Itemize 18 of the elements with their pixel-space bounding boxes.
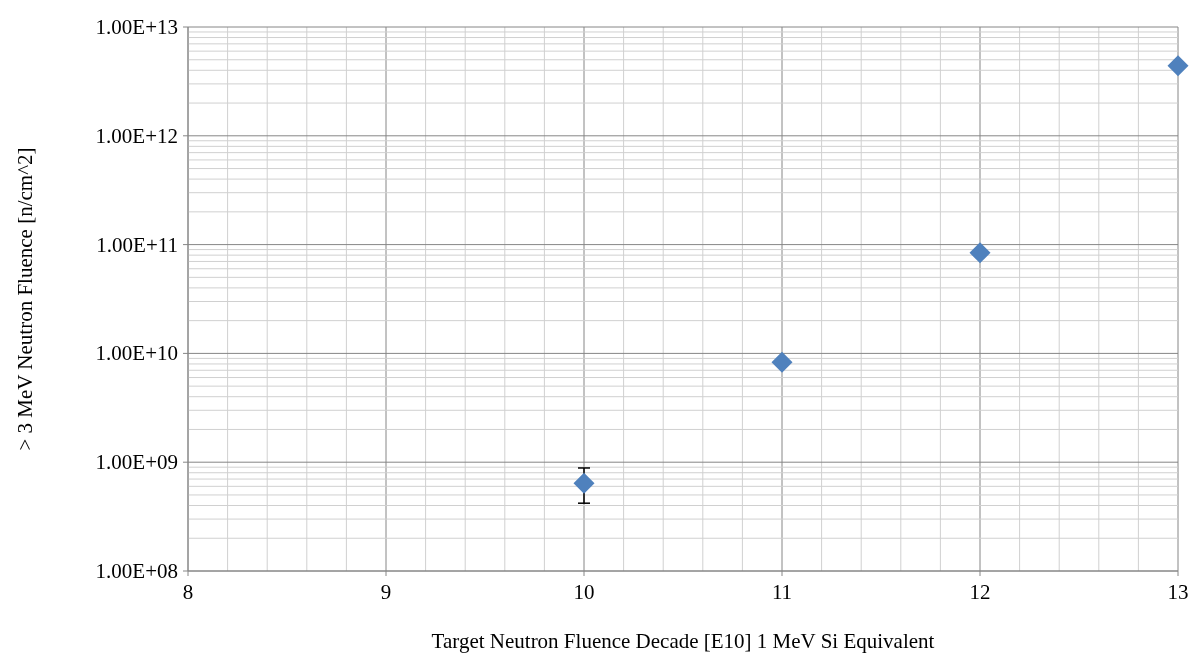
y-tick-label: 1.00E+13: [95, 15, 178, 39]
y-tick-label: 1.00E+11: [96, 232, 178, 257]
x-tick-label: 10: [573, 580, 595, 604]
y-tick-label: 1.00E+12: [95, 123, 178, 148]
x-axis-title: Target Neutron Fluence Decade [E10] 1 MeV Si Equivalent: [431, 629, 935, 653]
x-tick-label: 9: [380, 580, 392, 604]
x-tick-label: 11: [771, 580, 793, 604]
y-tick-label: 1.00E+10: [95, 341, 178, 366]
point: [771, 351, 793, 373]
y-tick-label: 1.00E+08: [95, 559, 178, 583]
x-tick-label: 8: [182, 580, 194, 604]
point: [573, 472, 595, 494]
x-tick-label: 13: [1167, 580, 1189, 604]
point: [969, 242, 991, 264]
point: [1167, 55, 1189, 77]
y-axis-title: > 3 MeV Neutron Fluence [n/cm^2]: [13, 147, 37, 451]
x-tick-label: 12: [969, 580, 991, 604]
y-tick-label: 1.00E+09: [95, 450, 178, 475]
